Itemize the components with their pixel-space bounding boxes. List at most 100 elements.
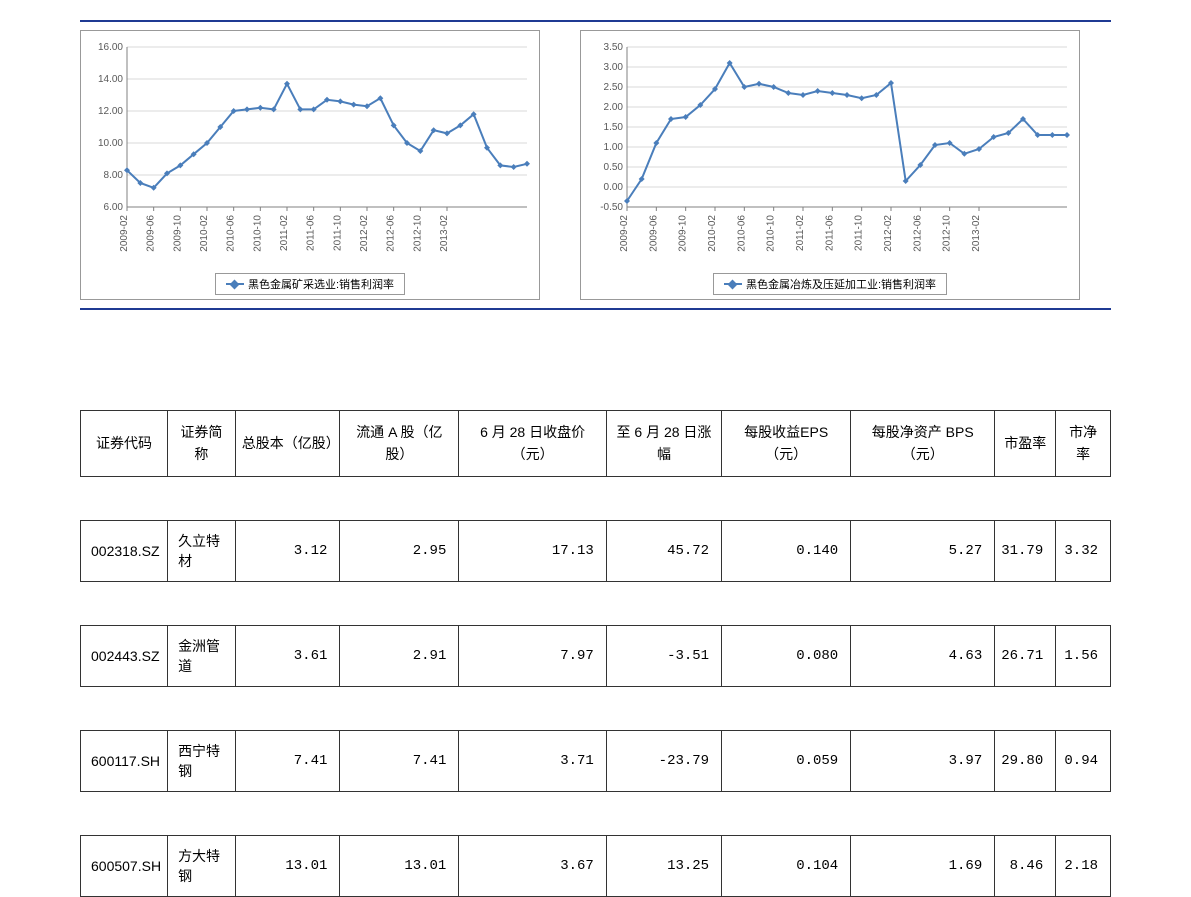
cell-name: 西宁特钢	[168, 730, 236, 791]
svg-text:2012-02: 2012-02	[883, 215, 894, 252]
cell-num: 13.01	[340, 835, 459, 896]
cell-num: 13.01	[235, 835, 340, 896]
svg-text:2009-06: 2009-06	[648, 215, 659, 252]
svg-text:2013-02: 2013-02	[971, 215, 982, 252]
chart-left-legend: 黑色金属矿采选业:销售利润率	[215, 273, 405, 295]
chart-left-svg: 6.00 8.00 10.00 12.00 14.00 16.00 2009-02 2009-…	[85, 39, 535, 269]
svg-text:2011-10: 2011-10	[332, 215, 343, 251]
table-gap-row	[81, 476, 1111, 520]
cell-num: 8.46	[995, 835, 1056, 896]
col-pb: 市净率	[1056, 411, 1111, 477]
svg-text:1.00: 1.00	[604, 142, 624, 153]
cell-num: 26.71	[995, 625, 1056, 686]
charts-row: 6.00 8.00 10.00 12.00 14.00 16.00 2009-02 2009-…	[80, 20, 1111, 310]
svg-text:12.00: 12.00	[98, 106, 123, 117]
svg-text:10.00: 10.00	[98, 138, 123, 149]
cell-num: 1.56	[1056, 625, 1111, 686]
cell-num: 13.25	[606, 835, 721, 896]
table-row: 600117.SH西宁特钢7.417.413.71-23.790.0593.97…	[81, 730, 1111, 791]
col-change: 至 6 月 28 日涨幅	[606, 411, 721, 477]
table-row: 002318.SZ久立特材3.122.9517.1345.720.1405.27…	[81, 520, 1111, 581]
cell-num: 17.13	[459, 520, 606, 581]
cell-name: 方大特钢	[168, 835, 236, 896]
cell-num: -23.79	[606, 730, 721, 791]
cell-num: 0.94	[1056, 730, 1111, 791]
svg-text:8.00: 8.00	[104, 170, 124, 181]
svg-text:2010-06: 2010-06	[736, 215, 747, 252]
cell-num: 3.97	[851, 730, 995, 791]
cell-num: 3.71	[459, 730, 606, 791]
col-pe: 市盈率	[995, 411, 1056, 477]
table-header-row: 证券代码 证券简称 总股本（亿股） 流通 A 股（亿股） 6 月 28 日收盘价…	[81, 411, 1111, 477]
svg-text:-0.50: -0.50	[600, 202, 623, 213]
chart-right-legend-label: 黑色金属冶炼及压延加工业:销售利润率	[746, 276, 936, 292]
svg-text:2011-06: 2011-06	[824, 215, 835, 251]
cell-num: 3.12	[235, 520, 340, 581]
chart-right-svg: -0.500.000.501.001.502.002.503.003.50200…	[585, 39, 1075, 269]
cell-name: 久立特材	[168, 520, 236, 581]
cell-num: 0.080	[722, 625, 851, 686]
cell-num: 45.72	[606, 520, 721, 581]
svg-text:3.50: 3.50	[604, 42, 624, 53]
svg-text:2012-02: 2012-02	[359, 215, 370, 252]
cell-num: 5.27	[851, 520, 995, 581]
cell-num: 0.104	[722, 835, 851, 896]
chart-left-legend-label: 黑色金属矿采选业:销售利润率	[248, 276, 394, 292]
svg-text:2012-06: 2012-06	[912, 215, 923, 252]
svg-text:2011-02: 2011-02	[279, 215, 290, 251]
svg-text:2009-02: 2009-02	[119, 215, 130, 252]
table-row: 002443.SZ金洲管道3.612.917.97-3.510.0804.632…	[81, 625, 1111, 686]
svg-text:2009-02: 2009-02	[619, 215, 630, 252]
cell-num: 3.32	[1056, 520, 1111, 581]
chart-mining-profit-rate: 6.00 8.00 10.00 12.00 14.00 16.00 2009-02 2009-…	[80, 30, 540, 300]
svg-text:2011-02: 2011-02	[795, 215, 806, 251]
cell-num: 2.91	[340, 625, 459, 686]
table-gap-row	[81, 686, 1111, 730]
cell-num: 29.80	[995, 730, 1056, 791]
cell-num: 3.67	[459, 835, 606, 896]
svg-text:2.50: 2.50	[604, 82, 624, 93]
svg-text:2012-06: 2012-06	[386, 215, 397, 252]
cell-num: 0.059	[722, 730, 851, 791]
svg-text:2010-02: 2010-02	[199, 215, 210, 252]
cell-num: 31.79	[995, 520, 1056, 581]
table-gap-row	[81, 581, 1111, 625]
col-code: 证券代码	[81, 411, 168, 477]
svg-text:2009-10: 2009-10	[172, 215, 183, 252]
svg-text:2009-06: 2009-06	[146, 215, 157, 252]
svg-text:1.50: 1.50	[604, 122, 624, 133]
svg-text:0.50: 0.50	[604, 162, 624, 173]
svg-text:2012-10: 2012-10	[942, 215, 953, 252]
cell-num: 2.18	[1056, 835, 1111, 896]
svg-text:2010-10: 2010-10	[252, 215, 263, 252]
cell-code: 600117.SH	[81, 730, 168, 791]
cell-num: 4.63	[851, 625, 995, 686]
col-name: 证券简称	[168, 411, 236, 477]
svg-text:0.00: 0.00	[604, 182, 624, 193]
cell-code: 600507.SH	[81, 835, 168, 896]
cell-num: 1.69	[851, 835, 995, 896]
cell-num: 7.97	[459, 625, 606, 686]
cell-num: 2.95	[340, 520, 459, 581]
col-close-price: 6 月 28 日收盘价（元）	[459, 411, 606, 477]
svg-text:2013-02: 2013-02	[439, 215, 450, 252]
cell-num: 0.140	[722, 520, 851, 581]
col-total-shares: 总股本（亿股）	[235, 411, 340, 477]
cell-code: 002318.SZ	[81, 520, 168, 581]
svg-text:14.00: 14.00	[98, 74, 123, 85]
cell-num: 3.61	[235, 625, 340, 686]
chart-right-legend: 黑色金属冶炼及压延加工业:销售利润率	[713, 273, 947, 295]
table-row: 600507.SH方大特钢13.0113.013.6713.250.1041.6…	[81, 835, 1111, 896]
svg-text:2010-02: 2010-02	[707, 215, 718, 252]
legend-marker-icon	[226, 283, 244, 285]
stock-data-table: 证券代码 证券简称 总股本（亿股） 流通 A 股（亿股） 6 月 28 日收盘价…	[80, 410, 1111, 897]
svg-text:6.00: 6.00	[104, 202, 124, 213]
svg-text:2010-10: 2010-10	[766, 215, 777, 252]
svg-text:16.00: 16.00	[98, 42, 123, 53]
svg-text:2011-10: 2011-10	[854, 215, 865, 251]
cell-num: 7.41	[235, 730, 340, 791]
svg-text:2011-06: 2011-06	[306, 215, 317, 251]
table-gap-row	[81, 791, 1111, 835]
cell-name: 金洲管道	[168, 625, 236, 686]
cell-num: -3.51	[606, 625, 721, 686]
